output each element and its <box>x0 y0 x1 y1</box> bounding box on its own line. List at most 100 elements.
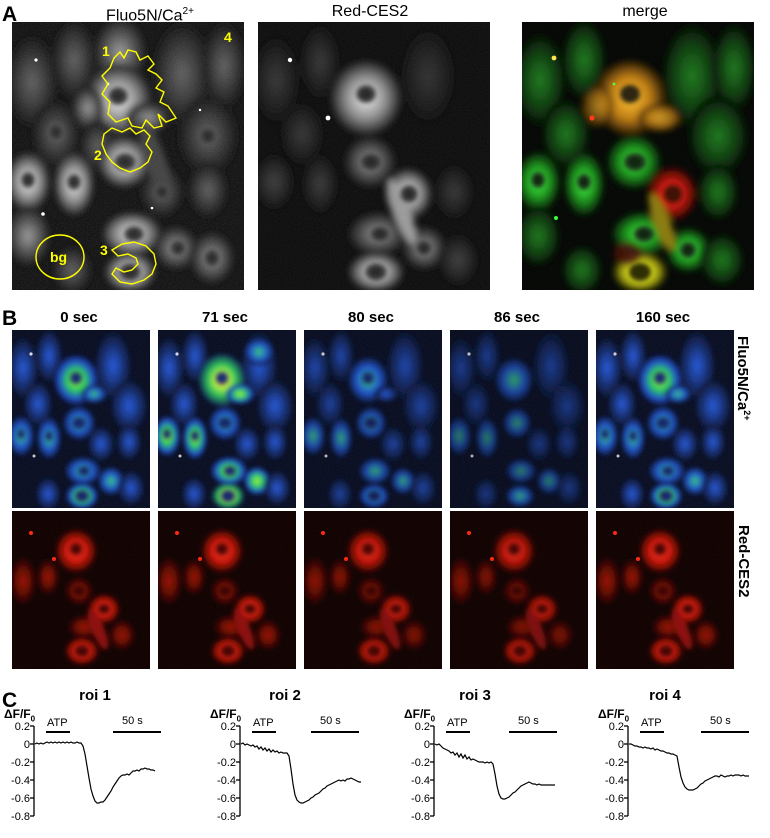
chart-roi-2-trace <box>240 742 361 804</box>
chart-roi-4-plot <box>624 725 749 817</box>
chart-roi-1-ytick-2: -0.2 <box>11 757 30 769</box>
chart-roi-3-ytick-1: 0 <box>423 739 430 751</box>
chart-roi-2-ytick-2: -0.2 <box>217 757 236 769</box>
timepoint-label-1: 71 sec <box>202 309 248 326</box>
chart-roi-1-axis <box>30 725 35 817</box>
chart-roi-3-ytick-2: -0.2 <box>411 757 430 769</box>
panel-a-title-redces2-text: Red-CES2 <box>331 3 409 20</box>
chart-roi-3-ytick-3: -0.4 <box>411 775 430 787</box>
chart-roi-3-stim-label: ATP <box>447 717 468 729</box>
roi-label-1: 1 <box>102 43 110 59</box>
chart-roi-4-scale-bar <box>701 731 749 733</box>
fluo5n-frame-0-field <box>12 330 150 508</box>
panel-a-title-merge: merge <box>530 4 760 20</box>
chart-roi-1-ytick-0: 0.2 <box>14 721 30 733</box>
panel-a-title-merge-text: merge <box>622 3 668 20</box>
panel-b-row-label-fluo5n-sup: 2+ <box>742 410 752 421</box>
panel-a-title-fluo5n-text: Fluo5N/Ca <box>106 7 183 25</box>
panel-letter-c: C <box>2 689 18 712</box>
chart-roi-1-y-axis-title-main: ΔF/F <box>4 707 31 721</box>
chart-roi-1-y-axis-title-sub: 0 <box>30 714 36 724</box>
chart-roi-3-y-axis-title: ΔF/F0 <box>404 708 435 725</box>
micrograph-red-ces2-gray <box>258 22 490 290</box>
panel-b-fluo5n-frame-1 <box>158 330 296 508</box>
panel-b-redces2-frame-1 <box>158 511 296 669</box>
panel-b-row-label-redces2: Red-CES2 <box>735 525 752 598</box>
chart-roi-3-title: roi 3 <box>459 687 491 704</box>
panel-b-row-label-fluo5n-text: Fluo5N/Ca <box>734 336 751 411</box>
chart-roi-4-ytick-2: -0.2 <box>605 757 624 769</box>
fluo5n-frame-4-field <box>596 330 734 508</box>
roi-background-circle <box>35 234 85 280</box>
chart-roi-1-ytick-1: 0 <box>23 739 30 751</box>
chart-roi-2-ytick-4: -0.6 <box>217 793 236 805</box>
fluo5n-cell-field <box>12 22 244 290</box>
chart-roi-4-stim-label: ATP <box>641 717 662 729</box>
fluo5n-frame-1-field <box>158 330 296 508</box>
panel-b-redces2-frame-2 <box>304 511 442 669</box>
panel-b-row-label-redces2-text: Red-CES2 <box>735 525 752 598</box>
fluo5n-frame-3-field <box>450 330 588 508</box>
chart-roi-4-ytick-1: 0 <box>617 739 624 751</box>
roi-outline-3 <box>110 241 157 285</box>
panel-b-redces2-frame-4 <box>596 511 734 669</box>
chart-roi-1-ytick-3: -0.4 <box>11 775 30 787</box>
panel-b-row-label-fluo5n: Fluo5N/Ca2+ <box>734 336 752 420</box>
timepoint-label-3: 86 sec <box>494 309 540 326</box>
roi-label-3: 3 <box>100 242 108 258</box>
panel-a-title-fluo5n: Fluo5N/Ca2+ <box>60 4 240 24</box>
chart-roi-2-ytick-1: 0 <box>229 739 236 751</box>
redces2-frame-3-field <box>450 511 588 669</box>
panel-b-redces2-frame-3 <box>450 511 588 669</box>
chart-roi-1: roi 1 ΔF/F0 0.2 0 -0.2 -0.4 -0.6 -0.8 AT… <box>0 688 190 838</box>
chart-roi-2-y-axis-title-main: ΔF/F <box>210 707 237 721</box>
chart-roi-1-scale-bar <box>113 731 161 733</box>
timepoint-label-0: 0 sec <box>60 309 98 326</box>
chart-roi-3-ytick-4: -0.6 <box>411 793 430 805</box>
chart-roi-3: roi 3 ΔF/F0 0.2 0 -0.2 -0.4 -0.6 -0.8 AT… <box>380 688 570 838</box>
chart-roi-3-y-axis-title-main: ΔF/F <box>404 707 431 721</box>
chart-roi-4-trace <box>629 743 749 791</box>
fluo5n-frame-2-field <box>304 330 442 508</box>
panel-a-title-fluo5n-sup: 2+ <box>182 6 194 17</box>
chart-roi-2-scale-bar <box>311 731 359 733</box>
roi-outline-overlay <box>35 49 178 285</box>
panel-b-fluo5n-frame-2 <box>304 330 442 508</box>
micrograph-fluo5n-calcium: 1 2 3 4 bg <box>12 22 244 290</box>
chart-roi-2-scale-label: 50 s <box>320 715 341 727</box>
chart-roi-1-title: roi 1 <box>79 687 111 704</box>
chart-roi-4-y-axis-title-main: ΔF/F <box>598 707 625 721</box>
panel-b-redces2-frame-0 <box>12 511 150 669</box>
chart-roi-3-ytick-0: 0.2 <box>414 721 430 733</box>
roi-background-label: bg <box>50 249 68 265</box>
panel-b-fluo5n-frame-0 <box>12 330 150 508</box>
chart-roi-1-y-axis-title: ΔF/F0 <box>4 708 35 725</box>
chart-roi-2-ytick-3: -0.4 <box>217 775 236 787</box>
chart-roi-2-stim-bar <box>252 731 276 733</box>
chart-roi-1-scale-label: 50 s <box>122 715 143 727</box>
chart-roi-3-axis <box>430 725 435 817</box>
chart-roi-4-scale-label: 50 s <box>710 715 731 727</box>
roi-label-4: 4 <box>224 29 232 45</box>
chart-roi-3-plot <box>430 725 555 817</box>
panel-letter-a: A <box>2 3 18 26</box>
merge-cell-field <box>522 22 754 290</box>
timepoint-label-2: 80 sec <box>348 309 394 326</box>
chart-roi-2-ytick-0: 0.2 <box>220 721 236 733</box>
red-ces2-cell-field <box>258 22 490 290</box>
chart-roi-2-y-axis-title-sub: 0 <box>236 714 242 724</box>
chart-roi-3-trace <box>434 743 555 800</box>
roi-label-2: 2 <box>94 147 102 163</box>
chart-roi-3-stim-bar <box>446 731 470 733</box>
chart-roi-4-title: roi 4 <box>649 687 681 704</box>
chart-roi-4-y-axis-title: ΔF/F0 <box>598 708 629 725</box>
chart-roi-2-ytick-5: -0.8 <box>217 811 236 823</box>
chart-roi-1-trace <box>34 741 156 804</box>
chart-roi-4-ytick-4: -0.6 <box>605 793 624 805</box>
chart-roi-2-title: roi 2 <box>269 687 301 704</box>
chart-roi-3-ytick-5: -0.8 <box>411 811 430 823</box>
chart-roi-1-plot <box>30 725 156 817</box>
chart-roi-3-scale-bar <box>509 731 557 733</box>
chart-roi-4: roi 4 ΔF/F0 0.2 0 -0.2 -0.4 -0.6 -0.8 AT… <box>570 688 760 838</box>
